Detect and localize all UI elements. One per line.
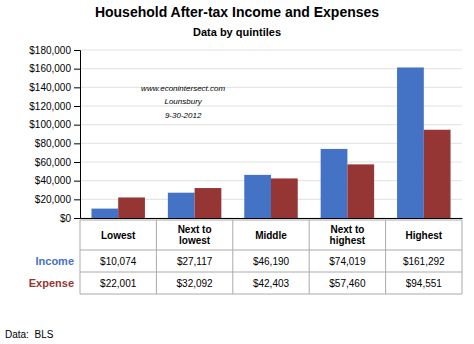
grid-line [80,50,462,51]
chart: Household After-tax Income and Expenses D… [0,0,474,344]
bar [168,193,195,218]
tick-label: $20,000 [35,194,72,205]
table-value: $94,551 [406,278,443,289]
category-label: Highest [405,230,442,241]
annotation: www.econintersect.com [141,84,225,93]
table: Lowest Next tolowest Middle Next tohighest H… [29,220,462,294]
y-axis: $0 $20,000 $40,000 $60,000 $80,000 $100,000 $1… [29,45,80,224]
tick: $100,000 [29,119,80,130]
table-line [80,250,462,251]
bar [118,197,145,218]
tick-mark [74,106,80,107]
table-value: $27,117 [177,256,213,267]
table-value: $161,292 [403,256,445,267]
tick: $140,000 [29,82,80,93]
tick-label: $180,000 [29,45,71,56]
tick: $160,000 [29,63,80,74]
tick-label: $120,000 [29,101,71,112]
grid [80,50,462,218]
table-value: $57,460 [329,278,366,289]
table-line [232,220,233,294]
annotation: Lounsbury [164,97,202,106]
category-label: Middle [255,230,287,241]
tick-label: $0 [60,213,72,224]
tick-mark [74,199,80,200]
tick-mark [74,162,80,163]
annotation: 9-30-2012 [165,111,202,120]
bar [424,130,451,218]
category-label: Lowest [101,230,136,241]
category-label: Next tolowest [178,224,212,246]
table-line [80,220,81,294]
tick-label: $60,000 [35,157,72,168]
footnote: Data: BLS [5,329,54,340]
tick-mark [74,69,80,70]
tick: $180,000 [29,45,80,56]
tick: $20,000 [35,194,80,205]
table-value: $74,019 [329,256,366,267]
axis-line [81,218,463,219]
bar [397,67,424,218]
tick-label: $160,000 [29,63,71,74]
table-line [80,272,462,273]
tick-label: $100,000 [29,119,71,130]
table-line [309,220,310,294]
bar [244,175,271,218]
table-line [80,220,462,221]
tick: $0 [60,213,80,224]
series [91,67,423,218]
tick-mark [74,50,80,51]
bar [347,164,374,218]
tick-mark [74,125,80,126]
bar [195,188,222,218]
tick: $40,000 [35,175,80,186]
tick-mark [74,87,80,88]
tick-mark [74,218,80,219]
table-line [80,294,462,295]
table-value: $22,001 [100,278,137,289]
tick: $80,000 [35,138,80,149]
table-line [156,220,157,294]
bar [271,178,298,218]
table-line [462,220,463,294]
bars [91,67,450,218]
table-line [385,220,386,294]
table-value: $46,190 [253,256,290,267]
title: Household After-tax Income and Expenses [95,4,379,20]
tick-label: $80,000 [35,138,72,149]
bar [91,209,118,218]
subtitle: Data by quintiles [193,26,281,38]
axis-line [74,51,81,219]
tick: $60,000 [35,157,80,168]
table-value: $42,403 [253,278,290,289]
table-value: $32,092 [177,278,214,289]
plot: $0 $20,000 $40,000 $60,000 $80,000 $100,000 $1… [29,45,462,224]
table-value: $10,074 [100,256,137,267]
tick-mark [74,143,80,144]
row-label: Income [35,255,74,267]
tick-mark [74,181,80,182]
row-label: Expense [29,277,74,289]
tick: $120,000 [29,101,80,112]
series [118,130,450,218]
tick-label: $140,000 [29,82,71,93]
bar [321,149,348,218]
tick-label: $40,000 [35,175,72,186]
x-axis [81,218,463,219]
category-label: Next tohighest [330,224,366,246]
